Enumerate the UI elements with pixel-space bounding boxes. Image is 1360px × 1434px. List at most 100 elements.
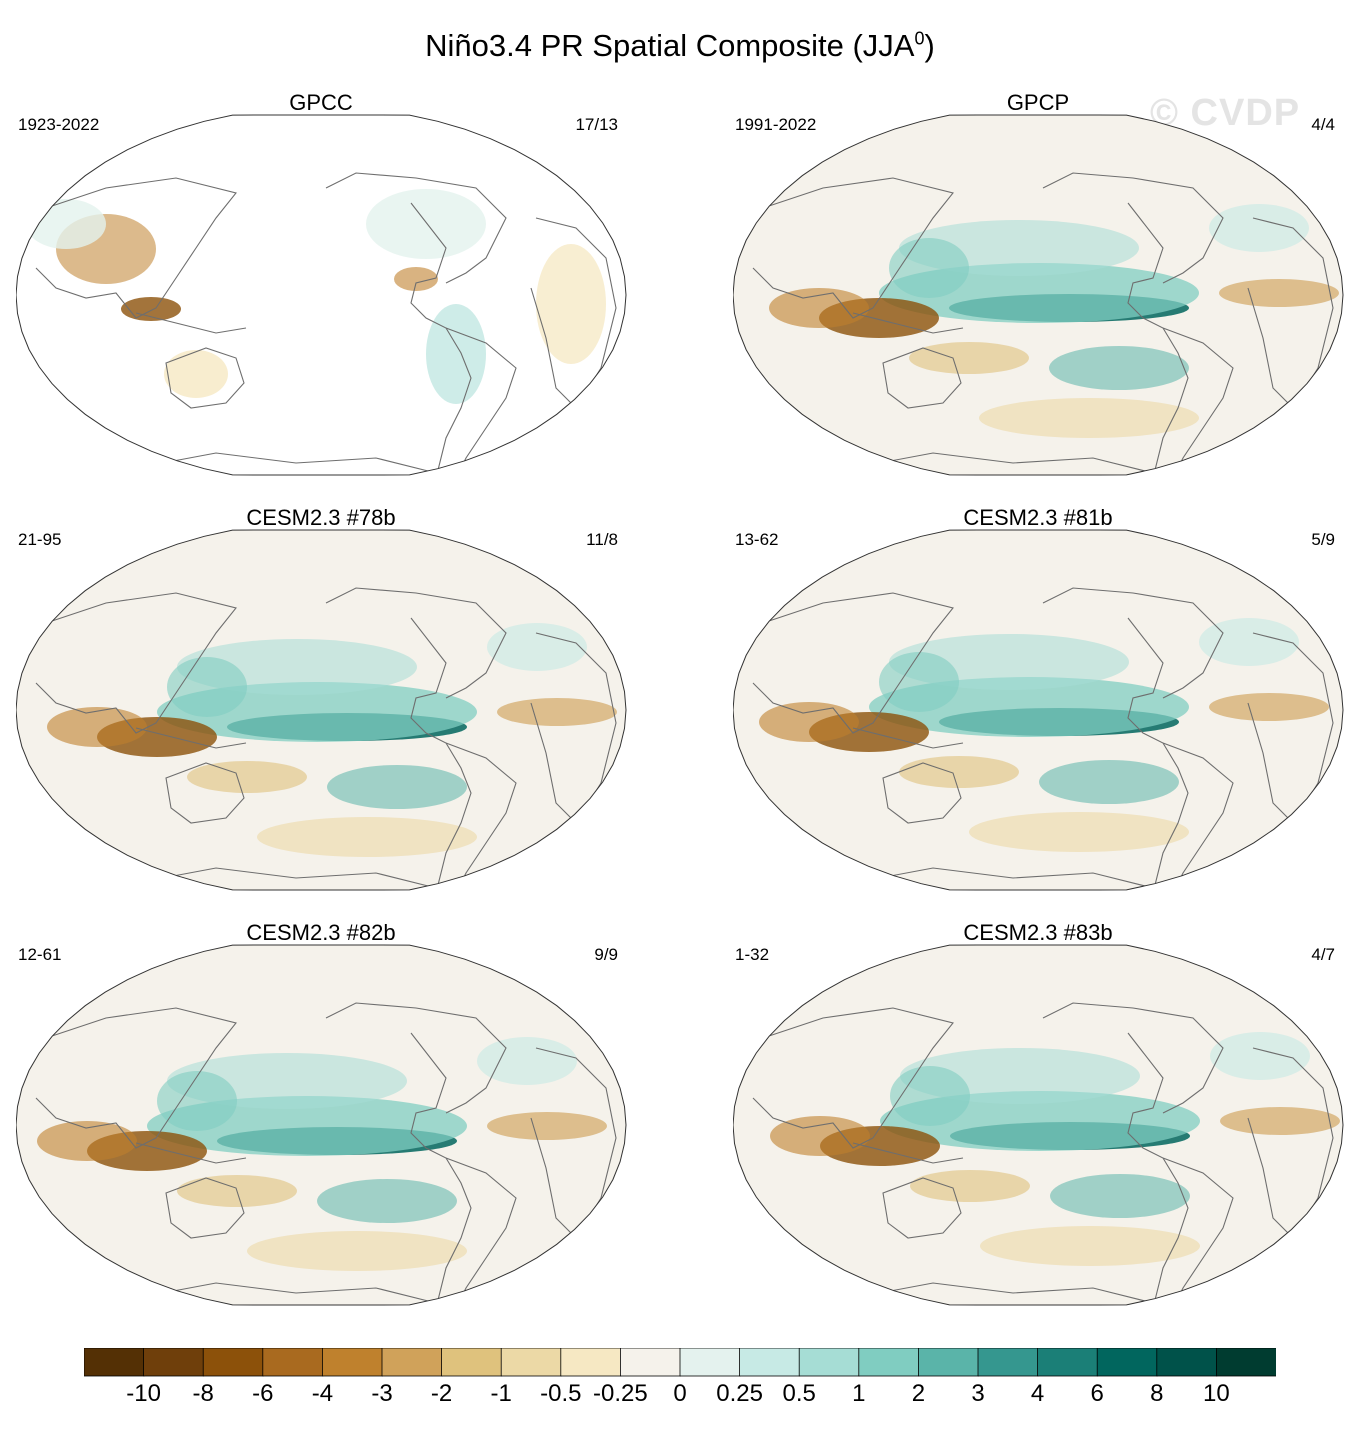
colorbar-tick-label: -8 <box>192 1380 214 1407</box>
panel-period: 1923-2022 <box>18 115 100 134</box>
colorbar-tick-label: 8 <box>1150 1380 1164 1407</box>
asia-coast <box>752 177 954 319</box>
colorbar-segment <box>858 1348 920 1377</box>
colorbar-tick-label: -0.5 <box>540 1380 582 1407</box>
africa-coast <box>530 217 617 409</box>
colorbar-segment <box>500 1348 562 1377</box>
australia-coast <box>165 762 245 824</box>
north-atlantic-wet <box>1210 1032 1310 1080</box>
south-america-coast <box>1157 1157 1234 1305</box>
north-america-coast <box>325 587 507 699</box>
map-svg <box>16 114 627 476</box>
southern-ocean-dry <box>980 1226 1200 1266</box>
map-svg <box>733 529 1344 891</box>
atlantic-dry <box>1219 279 1339 307</box>
panel-period: 1-32 <box>735 945 770 964</box>
indian-ocean-dry <box>759 702 859 742</box>
panel-title: GPCP <box>1006 90 1070 115</box>
maritime-coast <box>852 312 964 334</box>
maritime-coast <box>135 727 247 749</box>
americas-coast <box>1127 617 1189 890</box>
map-outline <box>733 944 1344 1306</box>
panel-event-count: 17/13 <box>575 115 618 134</box>
map-outline <box>733 114 1344 476</box>
colorbar-tick-label: -1 <box>490 1380 512 1407</box>
south-america-coast <box>440 1157 517 1305</box>
indian-ocean-dry <box>47 707 147 747</box>
panel-title: CESM2.3 #83b <box>963 920 1113 945</box>
south-pacific-dry <box>899 756 1019 788</box>
africa-coast <box>530 1047 617 1239</box>
figure-title: Niño3.4 PR Spatial Composite (JJA0) <box>425 28 935 63</box>
colorbar-segment <box>1216 1348 1276 1377</box>
panel-title: CESM2.3 #81b <box>963 505 1113 530</box>
map-outline <box>16 944 627 1306</box>
southern-ocean-dry <box>969 812 1189 852</box>
north-america-coast <box>325 172 507 284</box>
atlantic-dry <box>1220 1107 1340 1135</box>
indian-ocean-dry <box>37 1121 137 1161</box>
colorbar-segment <box>679 1348 741 1377</box>
north-america-coast <box>1042 172 1224 284</box>
indian-ocean-dry <box>770 1116 870 1156</box>
west-pacific-wet <box>889 238 969 298</box>
panel-event-count: 9/9 <box>594 945 618 964</box>
south-pacific-wet <box>1049 346 1189 390</box>
australia-land-light <box>164 350 228 398</box>
australia-coast <box>165 1177 245 1239</box>
africa-land-light <box>536 244 606 364</box>
colorbar-segment <box>918 1348 979 1377</box>
south-pacific-dry <box>187 761 307 793</box>
colorbar-segment <box>1037 1348 1099 1377</box>
americas-coast <box>410 617 472 890</box>
maritime-coast <box>135 1142 247 1164</box>
africa-coast <box>530 632 617 824</box>
colorbar-segment <box>560 1348 622 1377</box>
indian-ocean-dry <box>769 288 869 328</box>
colorbar-tick-label: -2 <box>430 1380 453 1407</box>
precip-field <box>35 1002 617 1305</box>
colorbar-tick-label: 0.25 <box>716 1380 763 1407</box>
west-pacific-wet <box>879 652 959 712</box>
map-svg <box>733 114 1344 476</box>
map-outline <box>733 529 1344 891</box>
africa-coast <box>1247 1047 1334 1239</box>
southern-ocean-dry <box>979 398 1199 438</box>
asia-coast <box>752 1007 954 1149</box>
colorbar-tick-label: -0.25 <box>593 1380 648 1407</box>
asia-coast <box>35 177 237 319</box>
maritime-coast <box>852 1142 964 1164</box>
south-america-mixed <box>426 304 486 404</box>
americas-coast <box>410 1032 472 1305</box>
colorbar-segment <box>321 1348 383 1377</box>
maritime-coast <box>135 312 247 334</box>
map-panel: GPCC 1923-2022 17/13 <box>16 90 656 500</box>
north-atlantic-wet <box>477 1037 577 1085</box>
colorbar-segment <box>977 1348 1039 1377</box>
americas-coast <box>1127 1032 1189 1305</box>
south-pacific-wet <box>1039 760 1179 804</box>
southern-ocean-dry <box>257 817 477 857</box>
colorbar-segment <box>84 1348 145 1377</box>
colorbar-tick-label: 3 <box>971 1380 985 1407</box>
precip-field <box>26 172 617 475</box>
panel-period: 12-61 <box>18 945 62 964</box>
panel-title: CESM2.3 #78b <box>246 505 396 530</box>
asia-coast <box>35 1007 237 1149</box>
colorbar-tick-label: 4 <box>1030 1380 1045 1407</box>
north-america-coast <box>325 1002 507 1114</box>
colorbar-tick-label: -10 <box>126 1380 161 1407</box>
map-svg <box>16 944 627 1306</box>
north-atlantic-wet <box>1199 618 1299 666</box>
north-america-light <box>366 189 486 259</box>
atlantic-dry <box>487 1112 607 1140</box>
south-america-coast <box>440 742 517 890</box>
colorbar-segment <box>143 1348 205 1377</box>
africa-coast <box>1247 217 1334 409</box>
colorbar-tick-label: -6 <box>252 1380 274 1407</box>
europe-land-light <box>26 199 106 249</box>
map-panel: CESM2.3 #81b 13-62 5/9 <box>733 505 1360 915</box>
colorbar-segment <box>620 1348 681 1377</box>
precip-field <box>752 1002 1340 1305</box>
colorbar-segment <box>739 1348 801 1377</box>
